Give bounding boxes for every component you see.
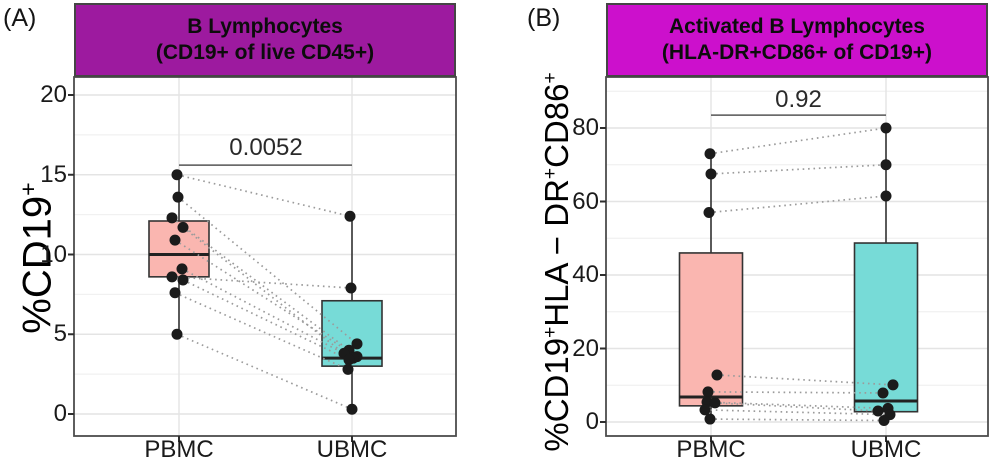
data-point-pbmc [705,168,717,180]
x-category-label: UBMC [850,436,922,462]
data-point-pbmc [166,271,178,283]
pair-line [716,374,894,386]
panel-b-pvalue: 0.92 [775,86,822,113]
data-point-pbmc [699,404,711,416]
data-point-ubmc [345,282,357,294]
data-point-pbmc [177,221,189,233]
data-point-ubmc [877,387,889,399]
x-category-label: PBMC [676,436,746,462]
data-point-ubmc [880,190,892,202]
pair-line [174,292,349,371]
data-point-ubmc [342,363,354,375]
panel-b-title-line1: Activated B Lymphocytes [669,15,925,38]
data-point-ubmc [346,403,358,415]
data-point-pbmc [711,369,723,381]
y-tick-label: 80 [572,114,599,141]
data-point-ubmc [344,210,356,222]
x-category-label: PBMC [144,436,214,462]
y-tick-label: 40 [572,261,599,288]
y-tick-label: 15 [40,160,67,188]
data-point-ubmc [872,405,884,417]
data-point-ubmc [343,354,355,366]
data-point-ubmc [351,338,363,350]
pair-line [182,279,350,361]
y-tick-label: 10 [40,240,67,268]
data-point-pbmc [172,191,184,203]
panel-a-title-line1: B Lymphocytes [187,15,343,38]
y-tick-label: 0 [53,400,67,427]
panel-b-label: (B) [527,4,561,32]
data-point-pbmc [169,234,181,246]
pair-line [710,163,887,175]
y-tick-label: 0 [585,408,599,435]
panel-border [73,76,457,437]
data-point-pbmc [702,386,714,398]
data-point-pbmc [704,413,716,425]
y-axis-title-superscript: + [540,72,561,84]
data-point-ubmc [878,415,890,427]
panel-a-title-bar: B Lymphocytes (CD19+ of live CD45+) [74,3,456,77]
panel-a-label: (A) [3,4,37,32]
panel-b-y-axis-title: %CD19+HLA − DR+CD86+ [531,47,575,462]
pair-line [709,127,887,155]
pair-line [704,409,891,416]
panel-a-pvalue: 0.0052 [229,134,303,161]
data-point-pbmc [703,207,715,219]
data-point-pbmc [704,148,716,160]
data-point-pbmc [177,274,189,286]
pair-line [171,275,352,289]
data-point-pbmc [166,212,178,224]
data-point-ubmc [880,159,892,171]
data-point-pbmc [709,397,721,409]
y-tick-label: 5 [53,320,67,348]
pair-line [708,195,887,214]
box-ubmc [853,242,919,413]
data-point-ubmc [887,379,899,391]
y-tick-label: 20 [40,81,67,108]
pair-line [174,239,358,358]
data-point-pbmc [171,169,183,181]
data-point-ubmc [880,122,892,134]
y-tick-label: 20 [572,334,599,362]
panel-b-title-line2: (HLA-DR+CD86+ of CD19+) [661,41,933,64]
pair-line [714,402,879,412]
box-pbmc [678,252,744,407]
pair-line [176,173,351,218]
y-axis-title-superscript: + [540,167,561,180]
y-tick-label: 60 [572,187,599,215]
pair-line [709,418,885,422]
data-point-pbmc [171,328,183,340]
pair-line [707,391,884,394]
panel-a-title-line2: (CD19+ of live CD45+) [155,41,375,64]
x-category-label: UBMC [316,436,388,462]
pair-line [177,196,358,345]
pair-line [171,217,350,351]
panel-border [605,76,989,437]
data-point-pbmc [169,287,181,299]
data-point-pbmc [176,263,188,275]
panel-b-title-bar: Activated B Lymphocytes (HLA-DR+CD86+ of… [606,3,988,77]
